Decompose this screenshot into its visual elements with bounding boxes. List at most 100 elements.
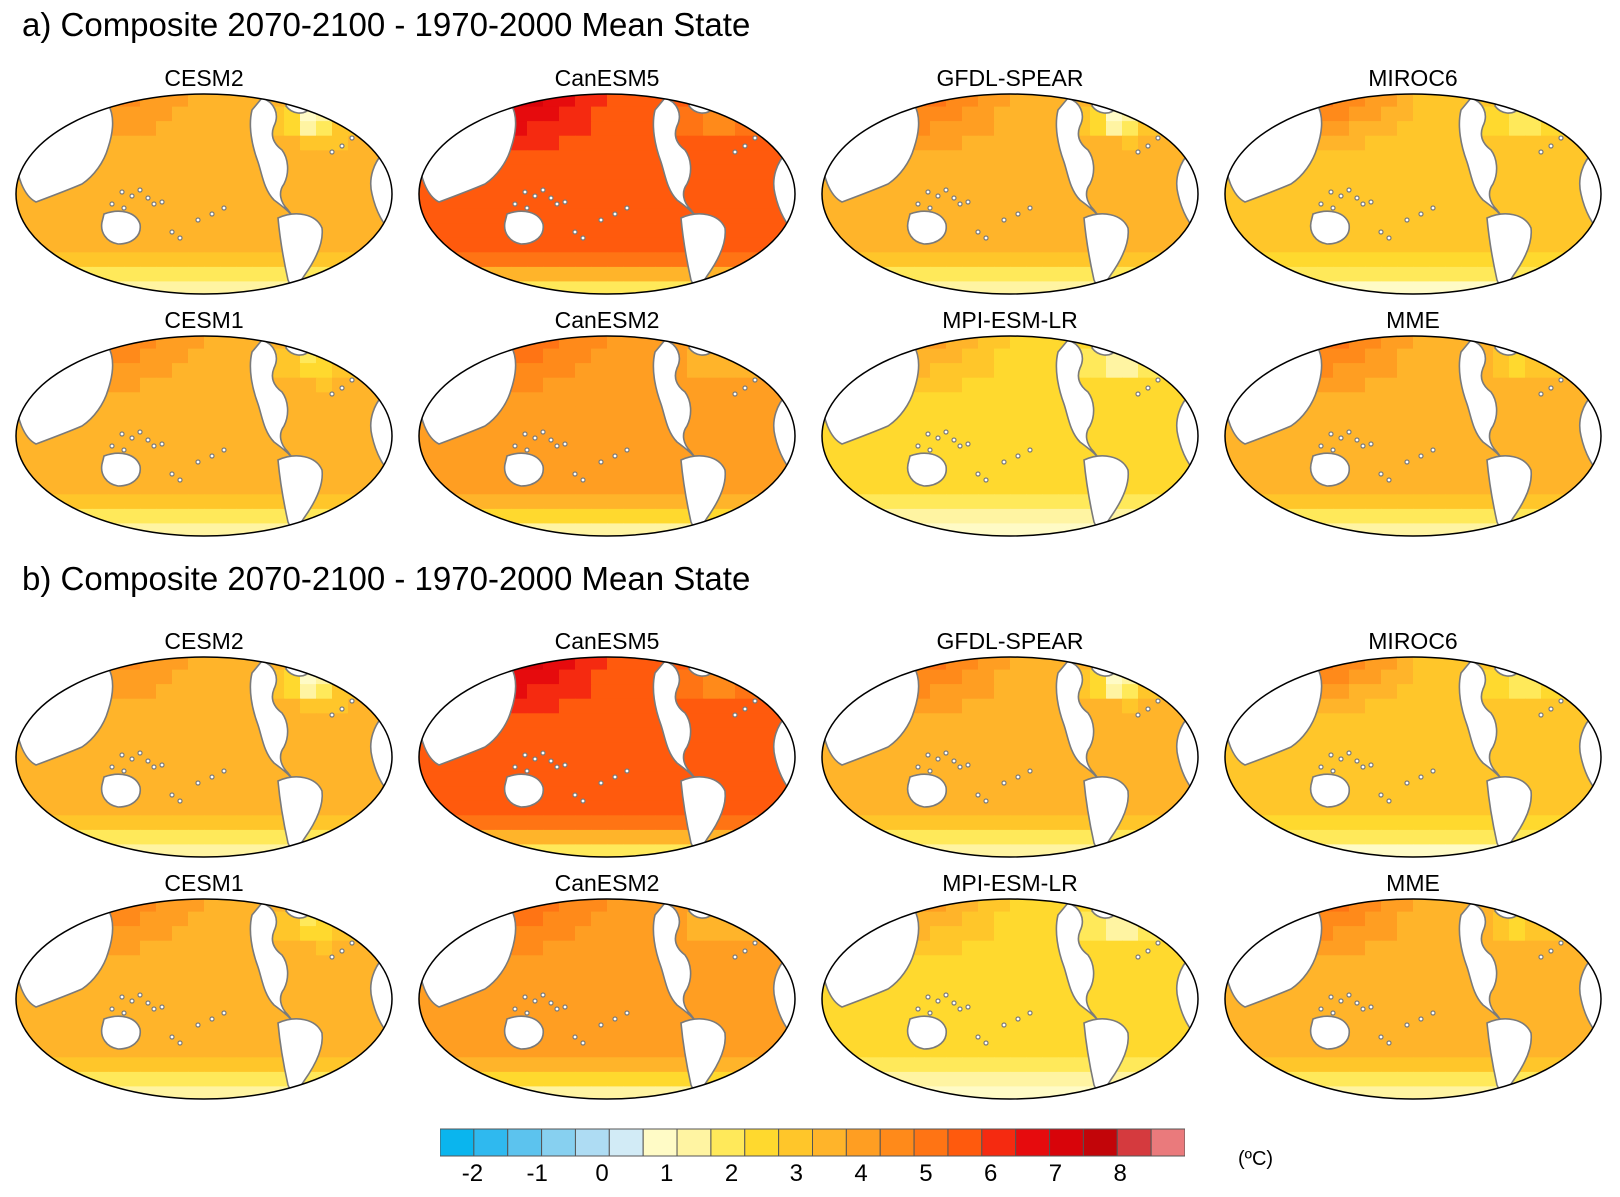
sst-map: [1224, 656, 1602, 858]
sst-cell: [1365, 223, 1382, 239]
sst-cell: [316, 1013, 333, 1029]
map-panel-gfdl-spear: GFDL-SPEAR: [818, 64, 1202, 296]
sst-cell: [575, 348, 592, 364]
sst-cell: [623, 421, 640, 437]
sst-cell: [419, 899, 432, 913]
map-border: [821, 93, 1199, 295]
sst-cell: [914, 164, 931, 181]
island: [983, 235, 989, 241]
sst-cell: [719, 252, 736, 268]
island: [39, 125, 45, 131]
sst-cell: [978, 465, 995, 481]
land-mass: [1309, 773, 1351, 808]
sst-cell: [1253, 348, 1270, 364]
sst-cell: [946, 508, 963, 525]
sst-cell: [850, 479, 867, 495]
sst-cell: [495, 436, 512, 452]
sst-cell: [1225, 829, 1238, 846]
sst-cell: [1381, 757, 1398, 773]
sst-cell: [1237, 657, 1254, 671]
sst-cell: [1090, 713, 1107, 729]
sst-cell: [332, 829, 349, 846]
sst-cell: [1010, 336, 1027, 350]
sst-cell: [735, 757, 752, 773]
sst-cell: [735, 657, 752, 671]
sst-cell: [1477, 844, 1494, 857]
sst-cell: [1225, 266, 1238, 283]
sst-cell: [1058, 208, 1075, 224]
sst-cell: [962, 164, 979, 181]
sst-cell: [1285, 237, 1302, 253]
sst-cell: [463, 911, 480, 927]
sst-cell: [1225, 252, 1238, 268]
island: [612, 453, 618, 459]
sst-cell: [188, 1071, 205, 1088]
sst-cell: [1477, 829, 1494, 846]
sst-cell: [236, 1086, 253, 1099]
sst-cell: [1525, 121, 1542, 137]
island: [458, 353, 464, 359]
sst-cell: [419, 348, 432, 364]
sst-cell: [511, 815, 528, 831]
sst-cell: [1525, 281, 1542, 294]
sst-cell: [380, 363, 392, 379]
sst-cell: [300, 969, 317, 986]
sst-cell: [607, 421, 624, 437]
sst-cell: [140, 926, 157, 942]
sst-cell: [188, 94, 205, 108]
sst-cell: [930, 392, 947, 408]
island: [845, 688, 851, 694]
sst-cell: [751, 786, 768, 802]
sst-cell: [1285, 757, 1302, 773]
island: [554, 201, 560, 207]
sst-cell: [1186, 135, 1198, 151]
sst-cell: [655, 771, 672, 787]
sst-cell: [60, 237, 77, 253]
sst-cell: [1429, 164, 1446, 181]
sst-cell: [543, 237, 560, 253]
sst-cell: [783, 815, 795, 831]
sst-cell: [978, 281, 995, 294]
sst-cell: [1413, 421, 1430, 437]
sst-cell: [220, 194, 237, 210]
sst-cell: [623, 684, 640, 700]
sst-cell: [1170, 281, 1187, 294]
sst-cell: [188, 786, 205, 802]
sst-cell: [543, 771, 560, 787]
sst-cell: [1042, 844, 1059, 857]
sst-cell: [431, 669, 448, 685]
sst-cell: [962, 800, 979, 816]
island: [1430, 447, 1436, 453]
sst-cell: [1397, 252, 1414, 268]
island: [1378, 792, 1384, 798]
sst-cell: [1381, 742, 1398, 758]
sst-cell: [639, 955, 656, 971]
sst-cell: [1058, 194, 1075, 210]
sst-cell: [591, 984, 608, 1000]
sst-cell: [1397, 669, 1414, 685]
sst-cell: [188, 281, 205, 294]
sst-cell: [16, 508, 29, 525]
sst-cell: [962, 684, 979, 700]
sst-cell: [1445, 494, 1462, 510]
sst-cell: [1333, 121, 1350, 137]
island: [1538, 712, 1544, 718]
sst-cell: [591, 436, 608, 452]
sst-cell: [268, 252, 285, 268]
sst-cell: [1429, 508, 1446, 525]
island: [512, 201, 518, 207]
map-panel-canesm2: CanESM2: [415, 869, 799, 1101]
sst-cell: [156, 252, 173, 268]
sst-cell: [1573, 281, 1590, 294]
sst-cell: [332, 94, 349, 108]
sst-cell: [994, 508, 1011, 525]
sst-cell: [783, 348, 795, 364]
island: [129, 193, 135, 199]
sst-cell: [124, 281, 141, 294]
sst-cell: [1170, 336, 1187, 350]
sst-cell: [316, 406, 333, 423]
sst-cell: [172, 465, 189, 481]
sst-cell: [623, 955, 640, 971]
sst-cell: [735, 669, 752, 685]
island: [562, 199, 568, 205]
